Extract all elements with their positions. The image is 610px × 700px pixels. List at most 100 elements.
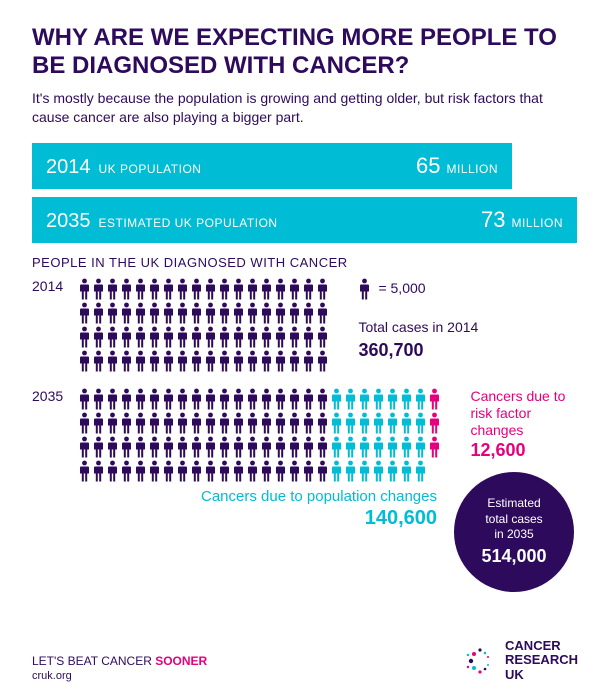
band-label: UK POPULATION	[99, 162, 202, 176]
person-icon	[190, 350, 203, 372]
person-icon	[134, 412, 147, 434]
person-icon	[176, 326, 189, 348]
person-icon	[92, 302, 105, 324]
person-icon	[134, 436, 147, 458]
person-icon	[358, 278, 371, 300]
band-unit: MILLION	[511, 216, 563, 230]
person-icon	[92, 388, 105, 410]
person-icon	[246, 302, 259, 324]
person-icon	[386, 412, 399, 434]
person-icon	[162, 460, 175, 482]
person-icon	[246, 388, 259, 410]
person-icon	[106, 302, 119, 324]
section-label: PEOPLE IN THE UK DIAGNOSED WITH CANCER	[32, 255, 582, 270]
person-icon	[330, 436, 343, 458]
person-icon	[372, 388, 385, 410]
person-icon	[274, 412, 287, 434]
person-icon	[344, 388, 357, 410]
picto-grid	[78, 278, 330, 374]
person-icon	[260, 326, 273, 348]
person-icon	[106, 460, 119, 482]
person-icon	[148, 302, 161, 324]
person-icon	[260, 302, 273, 324]
person-icon	[288, 302, 301, 324]
person-icon	[106, 278, 119, 300]
person-icon	[120, 278, 133, 300]
person-icon	[218, 388, 231, 410]
person-icon	[260, 412, 273, 434]
person-icon	[400, 388, 413, 410]
person-icon	[190, 460, 203, 482]
person-icon	[218, 350, 231, 372]
person-icon	[330, 460, 343, 482]
footer-sooner: SOONER	[155, 654, 207, 668]
person-icon	[302, 412, 315, 434]
person-icon	[302, 326, 315, 348]
person-icon	[120, 350, 133, 372]
person-icon	[190, 302, 203, 324]
person-icon	[218, 326, 231, 348]
person-icon	[232, 302, 245, 324]
person-icon	[92, 436, 105, 458]
person-icon	[204, 302, 217, 324]
pictogram-side-2014: = 5,000 Total cases in 2014 360,700	[358, 278, 508, 374]
picto-year: 2035	[32, 388, 74, 404]
person-icon	[288, 436, 301, 458]
person-icon	[78, 326, 91, 348]
person-icon	[162, 302, 175, 324]
person-icon	[176, 460, 189, 482]
person-icon	[344, 436, 357, 458]
person-icon	[148, 350, 161, 372]
person-icon	[358, 388, 371, 410]
person-icon	[260, 460, 273, 482]
person-icon	[260, 350, 273, 372]
person-icon	[274, 350, 287, 372]
person-icon	[274, 436, 287, 458]
person-icon	[246, 326, 259, 348]
person-icon	[316, 278, 329, 300]
person-icon	[274, 302, 287, 324]
person-icon	[316, 460, 329, 482]
person-icon	[134, 388, 147, 410]
person-icon	[106, 436, 119, 458]
person-icon	[288, 460, 301, 482]
person-icon	[246, 436, 259, 458]
circle-line: Estimated	[487, 496, 540, 512]
person-icon	[176, 350, 189, 372]
person-icon	[162, 278, 175, 300]
total-value: 360,700	[358, 338, 508, 363]
person-icon	[428, 436, 441, 458]
band-year: 2035	[46, 210, 91, 233]
person-icon	[92, 278, 105, 300]
person-icon	[120, 388, 133, 410]
person-icon	[148, 412, 161, 434]
circle-value: 514,000	[481, 545, 546, 568]
person-icon	[78, 460, 91, 482]
person-icon	[162, 388, 175, 410]
band-number: 65	[416, 153, 440, 179]
circle-line: in 2035	[494, 527, 533, 543]
population-band-2014: 2014 UK POPULATION 65 MILLION	[32, 143, 512, 189]
person-icon	[204, 326, 217, 348]
person-icon	[260, 436, 273, 458]
risk-label: Cancers due to risk factor changes	[470, 388, 582, 438]
pictogram-2014: 2014 = 5,000 Total cases in 2014 360,700	[32, 278, 582, 374]
person-icon	[260, 388, 273, 410]
person-icon	[428, 388, 441, 410]
person-icon	[386, 436, 399, 458]
person-icon	[316, 302, 329, 324]
person-icon	[148, 278, 161, 300]
person-icon	[232, 326, 245, 348]
person-icon	[400, 460, 413, 482]
person-icon	[302, 278, 315, 300]
person-icon	[176, 278, 189, 300]
person-icon	[316, 388, 329, 410]
person-icon	[316, 326, 329, 348]
person-icon	[92, 350, 105, 372]
person-icon	[232, 460, 245, 482]
logo-line: RESEARCH	[505, 653, 578, 667]
person-icon	[246, 350, 259, 372]
person-icon	[288, 326, 301, 348]
person-icon	[106, 326, 119, 348]
person-icon	[204, 412, 217, 434]
